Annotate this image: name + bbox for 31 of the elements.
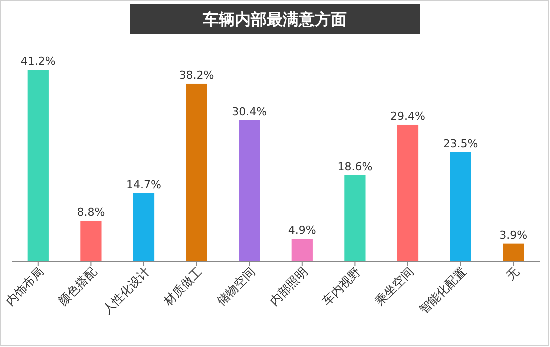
- data-label: 30.4%: [232, 105, 268, 118]
- data-label: 14.7%: [126, 178, 162, 192]
- bar: [133, 193, 155, 262]
- x-tick-label: 内饰布局: [3, 264, 47, 308]
- x-tick-label: 材质做工: [160, 264, 206, 310]
- data-label: 4.9%: [288, 224, 316, 238]
- bar: [239, 120, 260, 262]
- x-tick-label: 颜色搭配: [56, 264, 100, 308]
- data-label: 8.8%: [77, 206, 106, 219]
- bar: [397, 124, 419, 262]
- x-tick-label: 车内视野: [320, 264, 364, 308]
- data-label: 41.2%: [20, 55, 56, 68]
- x-tick-label: 人性化设计: [100, 264, 152, 317]
- data-label: 38.2%: [179, 68, 214, 82]
- bar: [344, 175, 366, 262]
- x-tick-label: 智能化配置: [416, 264, 470, 317]
- data-label: 3.9%: [500, 228, 528, 242]
- bar: [503, 244, 524, 262]
- bar: [450, 152, 472, 262]
- data-label: 29.4%: [390, 110, 426, 123]
- x-tick-label: 储物空间: [214, 264, 258, 308]
- x-tick-label: 乘坐空间: [372, 264, 416, 308]
- chart-title: 车辆内部最满意方面: [202, 10, 347, 29]
- bar: [28, 70, 49, 262]
- x-tick-label: 内部照明: [267, 264, 311, 308]
- data-label: 23.5%: [443, 137, 478, 150]
- x-tick-label: 无: [504, 264, 522, 283]
- data-label: 18.6%: [338, 160, 373, 174]
- bar: [186, 84, 208, 262]
- bar: [80, 220, 102, 262]
- bar: [292, 239, 313, 262]
